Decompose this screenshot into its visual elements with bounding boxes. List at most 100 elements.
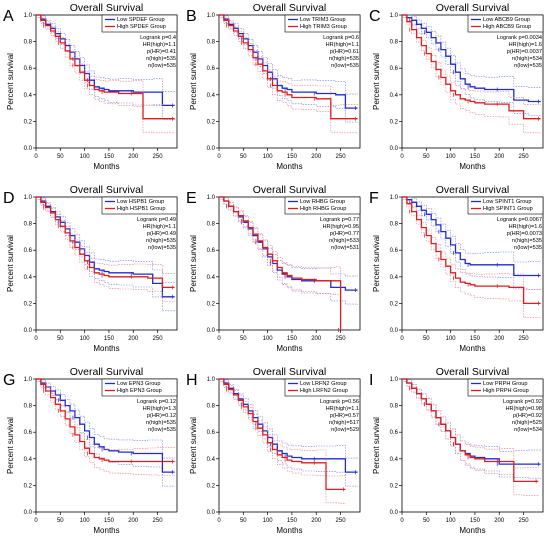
- stat-line: HR(high)=1.3: [143, 406, 176, 412]
- stat-line: n(high)=535: [512, 238, 542, 244]
- legend-entry-low: Low ABCB9 Group: [483, 17, 530, 23]
- stat-line: Logrank p=0.77: [320, 217, 359, 223]
- x-tick-label: 200: [128, 518, 139, 524]
- x-tick-label: 50: [423, 154, 430, 160]
- y-axis-label: Percent survival: [189, 53, 198, 110]
- ci-upper-high: [219, 196, 341, 316]
- y-axis-label: Percent survival: [372, 235, 381, 292]
- y-tick-label: 0.0: [390, 328, 399, 334]
- survival-curve-high: [36, 378, 175, 463]
- x-axis-label: Months: [459, 526, 485, 535]
- x-tick-label: 200: [311, 154, 322, 160]
- panel-label: G: [3, 372, 15, 389]
- y-tick-label: 0.2: [390, 483, 399, 489]
- x-tick-label: 0: [217, 518, 221, 524]
- y-tick-label: 0.8: [24, 222, 33, 228]
- y-tick-label: 1.0: [390, 13, 399, 19]
- y-tick-label: 1.0: [24, 195, 33, 201]
- stat-line: HR(high)=1.1: [326, 406, 359, 412]
- x-tick-label: 200: [311, 336, 322, 342]
- stat-line: p(HR)=0.61: [330, 49, 359, 55]
- ci-lower-high: [402, 199, 541, 318]
- stat-line: p(HR)=0.92: [513, 413, 542, 419]
- stat-line: HR(high)=1.1: [326, 42, 359, 48]
- stat-line: n(high)=533: [329, 238, 359, 244]
- stat-line: p(HR)=0.12: [147, 413, 176, 419]
- stat-line: p(HR)=0.41: [147, 49, 176, 55]
- y-tick-label: 0.6: [207, 430, 216, 436]
- x-tick-label: 100: [80, 154, 91, 160]
- x-tick-label: 150: [287, 154, 298, 160]
- x-tick-label: 200: [494, 154, 505, 160]
- y-axis-label: Percent survival: [6, 417, 15, 474]
- x-tick-label: 0: [217, 336, 221, 342]
- y-tick-label: 0.2: [207, 483, 216, 489]
- x-tick-label: 0: [400, 336, 404, 342]
- legend-box: [101, 14, 178, 33]
- panel-label: F: [369, 190, 379, 207]
- ci-upper-high: [402, 14, 541, 105]
- legend-entry-low: Low TRIM3 Group: [300, 17, 346, 23]
- stat-line: n(low)=535: [514, 245, 542, 251]
- y-tick-label: 0.4: [24, 93, 33, 99]
- stat-line: HR(high)=1.6: [509, 42, 542, 48]
- y-tick-label: 1.0: [24, 377, 33, 383]
- ci-lower-low: [219, 381, 358, 487]
- x-tick-label: 150: [104, 518, 115, 524]
- y-tick-label: 1.0: [207, 377, 216, 383]
- x-tick-label: 50: [57, 154, 64, 160]
- stat-line: HR(high)=1.1: [143, 42, 176, 48]
- x-axis-label: Months: [276, 162, 302, 171]
- y-tick-label: 0.6: [207, 66, 216, 72]
- panel-d: D Overall Survival 0 50 100 150 200 250 0.0 0.2 0.…: [3, 184, 178, 353]
- x-tick-label: 250: [336, 154, 347, 160]
- x-tick-label: 250: [153, 336, 164, 342]
- x-tick-label: 0: [34, 154, 38, 160]
- ci-lower-low: [402, 17, 541, 117]
- stat-line: Logrank p=0.4: [140, 35, 176, 41]
- y-tick-label: 0.6: [390, 430, 399, 436]
- y-tick-label: 0.4: [24, 457, 33, 463]
- stat-line: Logrank p=0.92: [503, 399, 542, 405]
- y-tick-label: 1.0: [24, 13, 33, 19]
- chart-title: Overall Survival: [70, 184, 144, 196]
- ci-lower-low: [36, 381, 175, 487]
- panel-c: C Overall Survival 0 50 100 150 200 250 0.0 0.2 0.…: [369, 2, 544, 171]
- stat-line: n(high)=525: [512, 420, 542, 426]
- legend-entry-low: Low EPN3 Group: [117, 381, 161, 387]
- y-tick-label: 0.2: [24, 483, 33, 489]
- ci-upper-high: [36, 196, 175, 274]
- x-tick-label: 250: [153, 154, 164, 160]
- legend-entry-low: Low SPINT1 Group: [483, 199, 532, 205]
- y-axis-label: Percent survival: [6, 53, 15, 110]
- legend-entry-low: Low HSPB1 Group: [117, 199, 164, 205]
- ci-upper-low: [36, 378, 175, 459]
- panel-label: H: [186, 372, 198, 389]
- panel-g: G Overall Survival 0 50 100 150 200 250 0.0 0.2 0.…: [3, 366, 178, 535]
- legend-entry-low: Low LRFN2 Group: [300, 381, 347, 387]
- panel-h: H Overall Survival 0 50 100 150 200 250 0.0 0.2 0.…: [186, 366, 361, 535]
- ci-lower-high: [219, 381, 346, 504]
- stat-line: Logrank p=0.56: [320, 399, 359, 405]
- stat-line: Logrank p=0.49: [137, 217, 176, 223]
- legend-entry-high: High EPN3 Group: [117, 388, 162, 394]
- y-tick-label: 0.6: [207, 248, 216, 254]
- x-tick-label: 150: [287, 336, 298, 342]
- stat-line: n(high)=534: [512, 56, 542, 62]
- legend-entry-high: High TRIM3 Group: [300, 24, 347, 30]
- chart-title: Overall Survival: [253, 184, 327, 196]
- ci-upper-low: [402, 196, 541, 263]
- survival-curve-low: [219, 378, 358, 473]
- ci-upper-low: [402, 14, 541, 88]
- survival-curve-low: [402, 14, 541, 103]
- stat-line: Logrank p=0.12: [137, 399, 176, 405]
- x-tick-label: 100: [80, 336, 91, 342]
- y-tick-label: 0.2: [207, 119, 216, 125]
- legend-entry-low: Low SPDEF Group: [117, 17, 165, 23]
- panel-label: C: [369, 8, 381, 25]
- chart-title: Overall Survival: [436, 184, 510, 196]
- stat-line: n(low)=535: [148, 63, 176, 69]
- ci-lower-high: [402, 381, 539, 496]
- legend-entry-low: Low RHBG Group: [300, 199, 345, 205]
